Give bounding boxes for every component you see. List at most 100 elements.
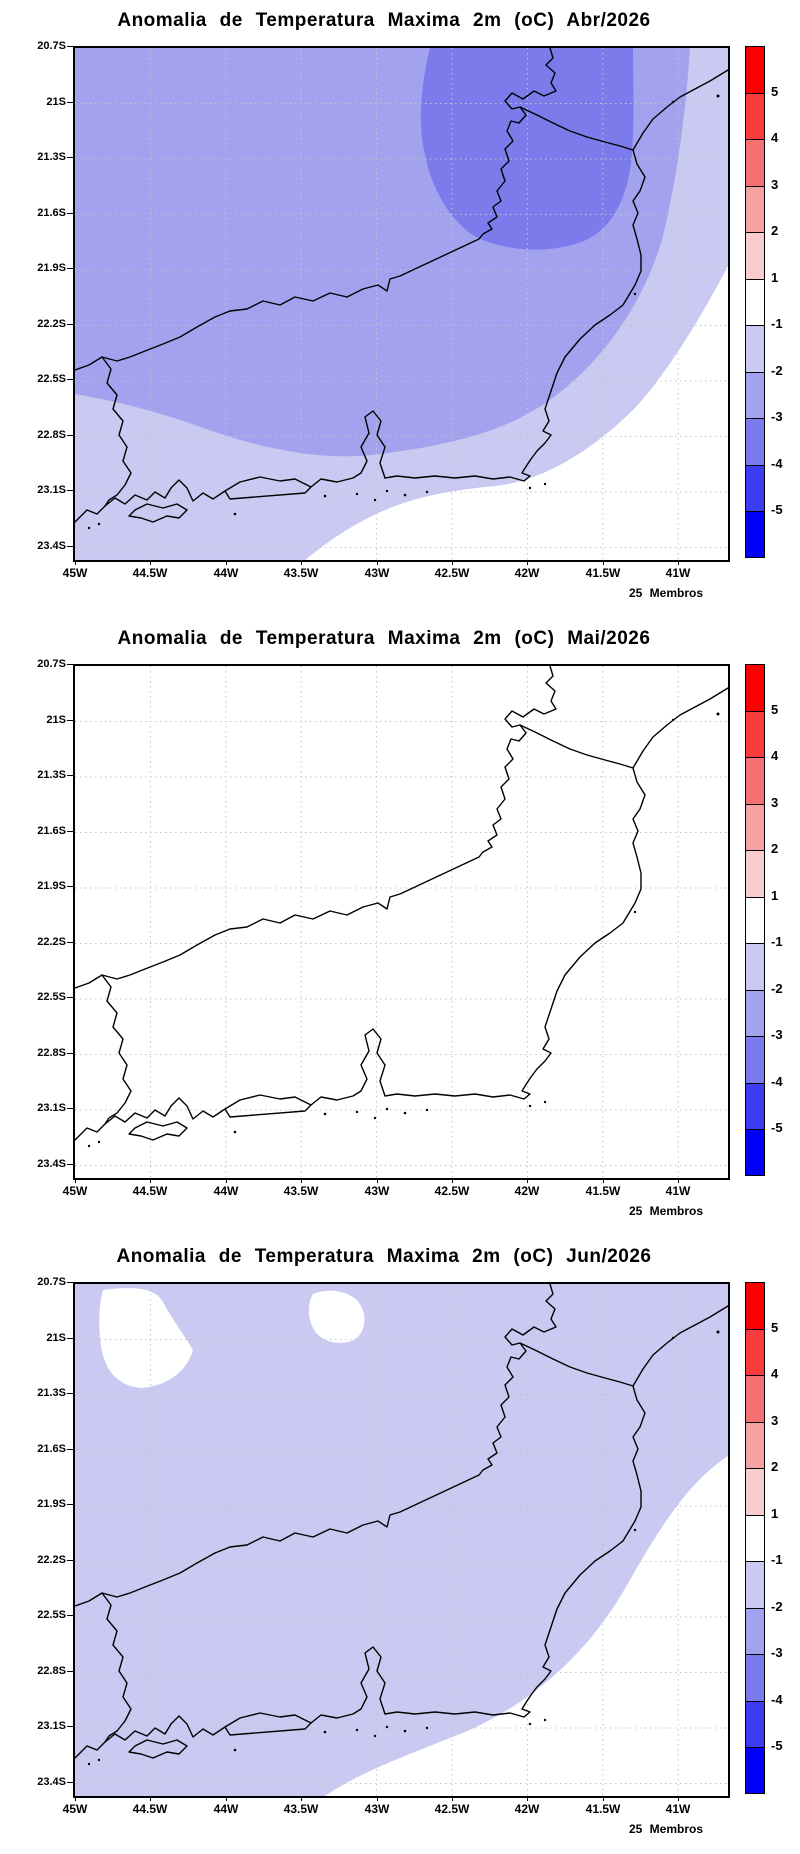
y-axis-tick-label: 21.6S [37, 825, 66, 837]
y-axis-tick-label: 21.9S [37, 1498, 66, 1510]
x-axis-tick [301, 1796, 302, 1801]
colorbar-segment [746, 1562, 764, 1609]
x-axis-tick-label: 43.5W [283, 1184, 319, 1198]
panel-mai-2026: Anomalia de Temperatura Maxima 2m (oC) M… [0, 618, 800, 1236]
y-axis-tick-label: 20.7S [37, 40, 66, 52]
x-axis-tick [527, 1178, 528, 1183]
y-axis-tick [67, 775, 73, 776]
colorbar-segment [746, 1083, 764, 1130]
colorbar-segment [746, 326, 764, 373]
y-axis-tick-label: 21.3S [37, 1387, 66, 1399]
colorbar-scale-label: 2 [771, 841, 779, 856]
y-axis-tick [67, 268, 73, 269]
colorbar-segment [746, 1037, 764, 1084]
y-axis-tick-label: 22.2S [37, 936, 66, 948]
map-plot-area [73, 664, 730, 1180]
y-axis-tick [67, 720, 73, 721]
x-axis-tick-label: 42.5W [434, 566, 470, 580]
colorbar-scale-label: -5 [771, 502, 783, 517]
x-axis-tick [226, 1178, 227, 1183]
colorbar-segment [746, 419, 764, 466]
y-axis-tick-label: 21.6S [37, 1443, 66, 1455]
y-axis-tick [67, 1449, 73, 1450]
colorbar-segment [746, 1376, 764, 1423]
x-axis-tick [75, 560, 76, 565]
colorbar-scale-label: -3 [771, 1027, 783, 1042]
y-axis-tick [67, 1504, 73, 1505]
y-axis-tick-label: 21S [46, 714, 66, 726]
colorbar-scale-label: -2 [771, 1598, 783, 1614]
x-axis-tick [150, 1178, 151, 1183]
colorbar-scale-label: -2 [771, 980, 783, 996]
colorbar-scale-label: 2 [771, 223, 779, 238]
gridlines [75, 666, 728, 1178]
y-axis-tick-label: 22.5S [37, 991, 66, 1003]
x-axis-tick-label: 42W [514, 1184, 540, 1198]
y-axis-tick [67, 1108, 73, 1109]
colorbar-scale-label: -4 [771, 455, 783, 471]
colorbar-scale-label: -1 [771, 934, 783, 949]
x-axis-tick-label: 41.5W [585, 566, 621, 580]
x-axis-tick [150, 560, 151, 565]
shade-neutral-southeast [305, 266, 728, 560]
y-axis-tick [67, 886, 73, 887]
x-axis-tick [527, 1796, 528, 1801]
y-axis-tick [67, 490, 73, 491]
colorbar-segment [746, 1283, 764, 1330]
y-axis-tick [67, 324, 73, 325]
y-axis-tick-label: 21.6S [37, 207, 66, 219]
panel-title: Anomalia de Temperatura Maxima 2m (oC) M… [117, 628, 651, 649]
y-axis-tick-label: 23.4S [37, 1158, 66, 1170]
y-axis-tick-label: 20.7S [37, 658, 66, 670]
anomaly-map-mai [75, 666, 728, 1178]
ensemble-members-label: 25 Membros [628, 586, 703, 600]
colorbar [745, 46, 765, 558]
x-axis-tick [678, 560, 679, 565]
colorbar-segment [746, 140, 764, 187]
colorbar-segment [746, 851, 764, 898]
y-axis-tick [67, 1164, 73, 1165]
x-axis-tick-label: 41.5W [585, 1184, 621, 1198]
x-axis-tick [301, 560, 302, 565]
colorbar-segment [746, 465, 764, 512]
y-axis-tick [67, 831, 73, 832]
x-axis-tick [452, 560, 453, 565]
colorbar-segment [746, 1701, 764, 1748]
x-axis-tick [226, 1796, 227, 1801]
colorbar-segment [746, 1329, 764, 1376]
colorbar-segment [746, 512, 764, 557]
x-axis-tick [678, 1178, 679, 1183]
x-axis-tick-label: 41W [665, 566, 691, 580]
y-axis-tick-label: 23.4S [37, 540, 66, 552]
y-axis-tick [67, 46, 73, 47]
colorbar-scale-label: -4 [771, 1691, 783, 1707]
y-axis-tick [67, 157, 73, 158]
x-axis-tick-label: 41W [665, 1184, 691, 1198]
colorbar-segment [746, 1130, 764, 1175]
y-axis-tick [67, 942, 73, 943]
colorbar-scale-label: -3 [771, 1645, 783, 1660]
colorbar [745, 1282, 765, 1794]
colorbar-scale-label: 5 [771, 83, 779, 99]
colorbar-segment [746, 47, 764, 94]
colorbar-segment [746, 1655, 764, 1702]
x-axis-tick-label: 42W [514, 566, 540, 580]
x-axis-tick-label: 45W [62, 1802, 88, 1816]
y-axis-tick-label: 23.1S [37, 1720, 66, 1732]
y-axis-tick [67, 1671, 73, 1672]
map-plot-area [73, 46, 730, 562]
y-axis-tick-label: 21.9S [37, 880, 66, 892]
colorbar-scale-label: 5 [771, 1319, 779, 1335]
x-axis-tick-label: 44.5W [132, 566, 168, 580]
colorbar-scale-label: -1 [771, 1552, 783, 1567]
panel-jun-2026: Anomalia de Temperatura Maxima 2m (oC) J… [0, 1236, 800, 1854]
y-axis-tick-label: 22.5S [37, 373, 66, 385]
x-axis-tick [603, 560, 604, 565]
y-axis-tick [67, 1053, 73, 1054]
x-axis-tick [603, 1796, 604, 1801]
colorbar-scale-label: -4 [771, 1073, 783, 1089]
x-axis-tick-label: 44W [213, 566, 239, 580]
ensemble-members-label: 25 Membros [628, 1822, 703, 1836]
y-axis-tick [67, 664, 73, 665]
y-axis-tick-label: 22.2S [37, 1554, 66, 1566]
